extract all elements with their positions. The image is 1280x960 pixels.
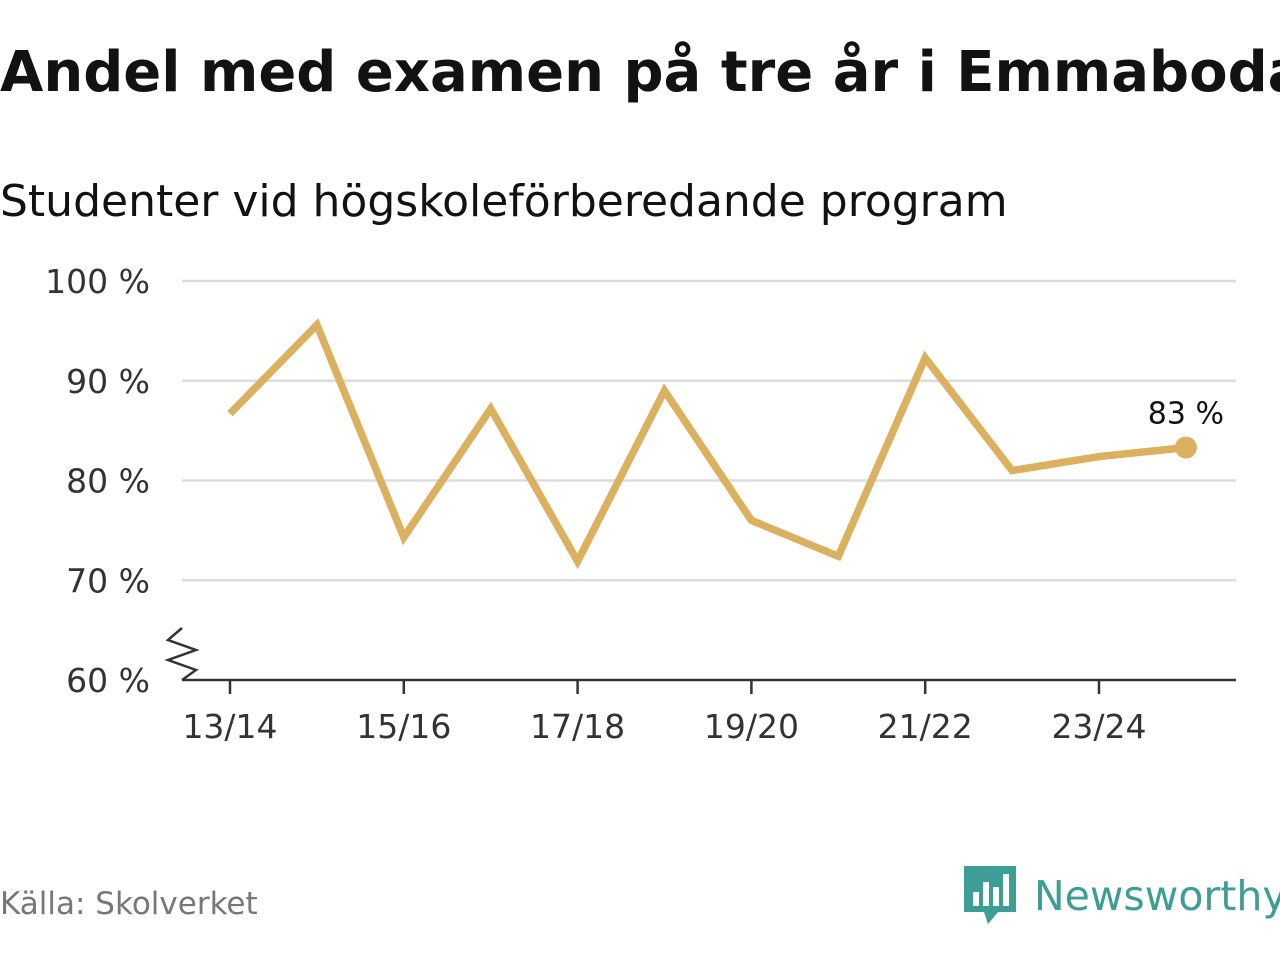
x-tick-label: 15/16 [356,707,451,746]
x-tick-label: 23/24 [1051,707,1146,746]
source-note: Källa: Skolverket [0,886,258,922]
chart-subtitle: Studenter vid högskoleförberedande progr… [0,176,1008,227]
x-tick-label: 21/22 [878,707,973,746]
last-value-label: 83 % [1148,397,1224,432]
x-axis-labels: 13/14 15/16 17/18 19/20 21/22 23/24 [182,680,1147,746]
x-tick-label: 17/18 [530,707,625,746]
y-tick-label: 90 % [66,362,150,401]
last-point-marker [1174,436,1197,459]
line-chart: 60 % 70 % 80 % 90 % 100 % 13/14 15/16 17/18 19/… [45,262,1236,746]
y-tick-label: 60 % [66,661,150,700]
y-tick-label: 100 % [45,262,150,301]
y-axis-labels: 60 % 70 % 80 % 90 % 100 % [45,262,150,700]
series-line [227,318,1187,570]
x-axis [164,627,1236,682]
axis-break-icon [164,627,200,682]
x-tick-label: 19/20 [704,707,799,746]
newsworthy-logo-icon [964,866,1016,924]
y-tick-label: 70 % [66,561,150,600]
x-tick-label: 13/14 [182,707,277,746]
brand-name: Newsworthy [1034,872,1280,920]
brand: Newsworthy [964,866,1280,926]
series: 83 % [227,318,1224,570]
gridlines [182,279,1236,582]
y-tick-label: 80 % [66,462,150,501]
chart-title: Andel med examen på tre år i Emmaboda [0,40,1280,105]
